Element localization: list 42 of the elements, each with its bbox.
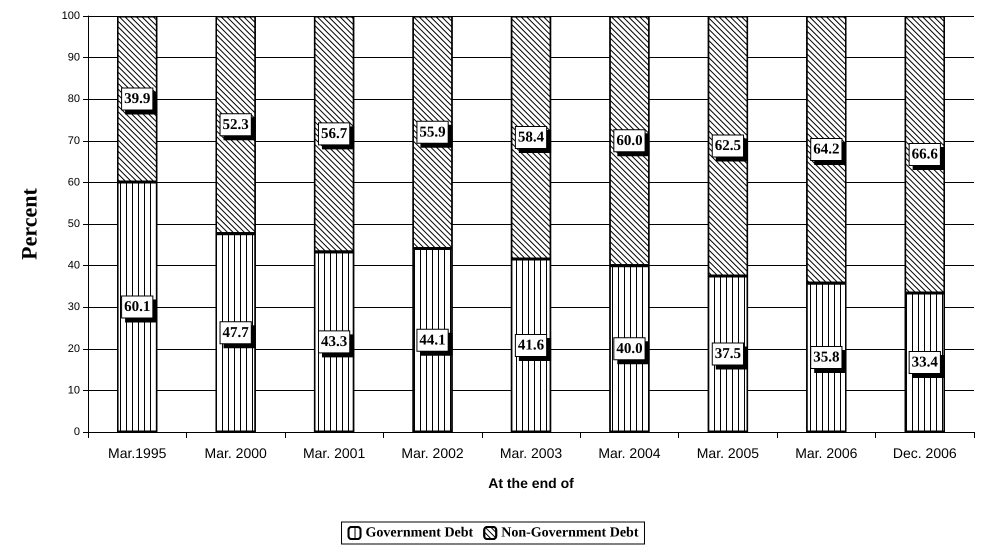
- y-tick-label: 30: [68, 301, 80, 314]
- data-label: 55.9: [419, 124, 446, 140]
- data-label: 39.9: [124, 90, 150, 107]
- x-tick-label: Mar. 2001: [302, 445, 366, 461]
- data-label: 44.1: [419, 332, 446, 348]
- data-label: 64.2: [813, 142, 840, 158]
- y-tick-label: 100: [62, 10, 80, 22]
- y-tick-label: 50: [68, 218, 80, 230]
- x-tick-label: Mar. 2006: [795, 445, 858, 461]
- data-label: 40.0: [616, 340, 643, 357]
- x-axis-title: At the end of: [488, 475, 574, 491]
- data-label: 62.5: [714, 138, 742, 154]
- data-label: 66.6: [912, 146, 938, 163]
- x-tick-label: Mar.1995: [108, 445, 167, 461]
- data-label: 35.8: [813, 350, 840, 366]
- y-tick-label: 10: [68, 384, 80, 396]
- x-tick-label: Dec. 2006: [892, 445, 957, 461]
- data-label: 56.7: [320, 126, 348, 142]
- y-tick-label: 70: [68, 134, 80, 147]
- x-tick-label: Mar. 2004: [598, 445, 661, 461]
- y-tick-label: 40: [68, 260, 80, 272]
- y-tick-label: 0: [74, 426, 80, 438]
- data-label: 37.5: [714, 346, 742, 362]
- x-tick-label: Mar. 2003: [500, 445, 562, 461]
- x-tick-label: Mar. 2005: [696, 445, 760, 461]
- y-tick-label: 80: [68, 93, 80, 106]
- data-label: 60.1: [124, 298, 150, 315]
- y-axis-title: Percent: [16, 188, 42, 260]
- data-label: 58.4: [518, 129, 545, 146]
- y-tick-label: 20: [68, 342, 80, 355]
- data-label: 33.4: [912, 354, 938, 371]
- legend-label: Non-Government Debt: [501, 526, 639, 540]
- data-label: 52.3: [222, 116, 249, 133]
- data-label: 43.3: [320, 334, 348, 350]
- x-tick-label: Mar. 2000: [204, 445, 268, 461]
- x-tick-label: Mar. 2002: [401, 445, 464, 461]
- y-tick-label: 60: [68, 176, 80, 188]
- legend-label: Government Debt: [366, 526, 474, 540]
- y-tick-label: 90: [68, 52, 80, 64]
- data-label: 60.0: [616, 132, 643, 149]
- data-label: 41.6: [518, 337, 545, 354]
- data-label: 47.7: [222, 324, 250, 341]
